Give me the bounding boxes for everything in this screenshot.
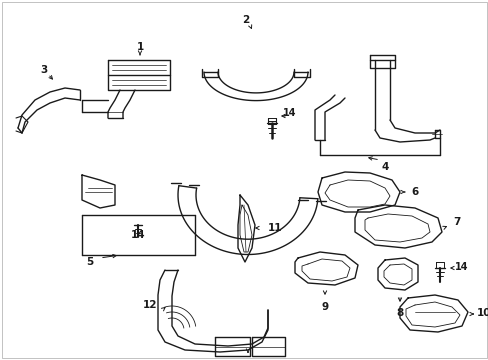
Text: 11: 11 bbox=[267, 223, 282, 233]
Text: 14: 14 bbox=[454, 262, 468, 272]
Text: 3: 3 bbox=[41, 65, 47, 75]
Text: 8: 8 bbox=[396, 308, 403, 318]
Text: 7: 7 bbox=[452, 217, 460, 227]
Text: 12: 12 bbox=[142, 300, 157, 310]
Text: 4: 4 bbox=[381, 162, 388, 172]
Text: 14: 14 bbox=[130, 230, 145, 240]
Text: 9: 9 bbox=[321, 302, 328, 312]
Text: 6: 6 bbox=[410, 187, 418, 197]
Text: 1: 1 bbox=[136, 42, 143, 52]
Text: 14: 14 bbox=[283, 108, 296, 118]
Text: 5: 5 bbox=[86, 257, 93, 267]
Text: 2: 2 bbox=[242, 15, 249, 25]
Text: 10: 10 bbox=[476, 308, 488, 318]
